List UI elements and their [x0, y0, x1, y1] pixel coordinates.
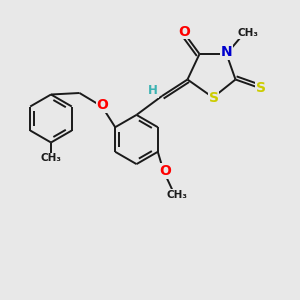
Text: S: S: [208, 91, 219, 104]
Text: CH₃: CH₃: [40, 153, 61, 163]
Text: N: N: [221, 46, 232, 59]
Text: O: O: [178, 25, 190, 38]
Text: CH₃: CH₃: [167, 190, 188, 200]
Text: O: O: [159, 164, 171, 178]
Text: CH₃: CH₃: [237, 28, 258, 38]
Text: S: S: [256, 82, 266, 95]
Text: O: O: [97, 98, 109, 112]
Text: H: H: [148, 84, 158, 97]
